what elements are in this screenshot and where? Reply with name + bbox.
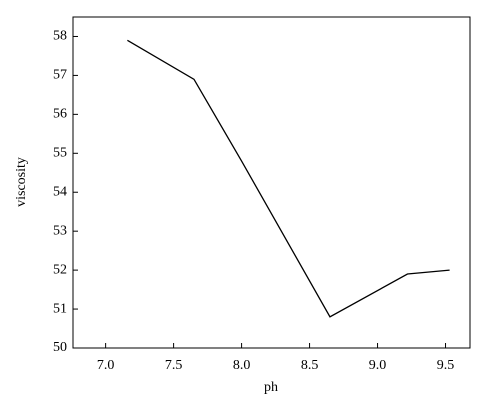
y-tick-label: 54 [53, 184, 67, 199]
y-tick-label: 51 [53, 301, 67, 316]
y-axis-label: viscosity [14, 157, 29, 207]
x-tick-label: 9.5 [437, 358, 455, 373]
x-tick-label: 7.5 [165, 358, 183, 373]
x-tick-label: 7.0 [97, 358, 115, 373]
x-tick-label: 8.5 [301, 358, 319, 373]
x-axis-label: ph [264, 380, 278, 395]
y-tick-label: 52 [53, 262, 67, 277]
y-tick-label: 53 [53, 223, 67, 238]
y-tick-label: 50 [53, 340, 67, 355]
x-tick-label: 8.0 [233, 358, 251, 373]
plot-frame [72, 16, 471, 349]
y-tick-label: 56 [53, 107, 67, 122]
y-tick-label: 55 [53, 146, 67, 161]
data-line [127, 39, 450, 318]
y-tick-label: 58 [53, 29, 67, 44]
y-tick-label: 57 [53, 68, 67, 83]
x-tick-label: 9.0 [369, 358, 387, 373]
